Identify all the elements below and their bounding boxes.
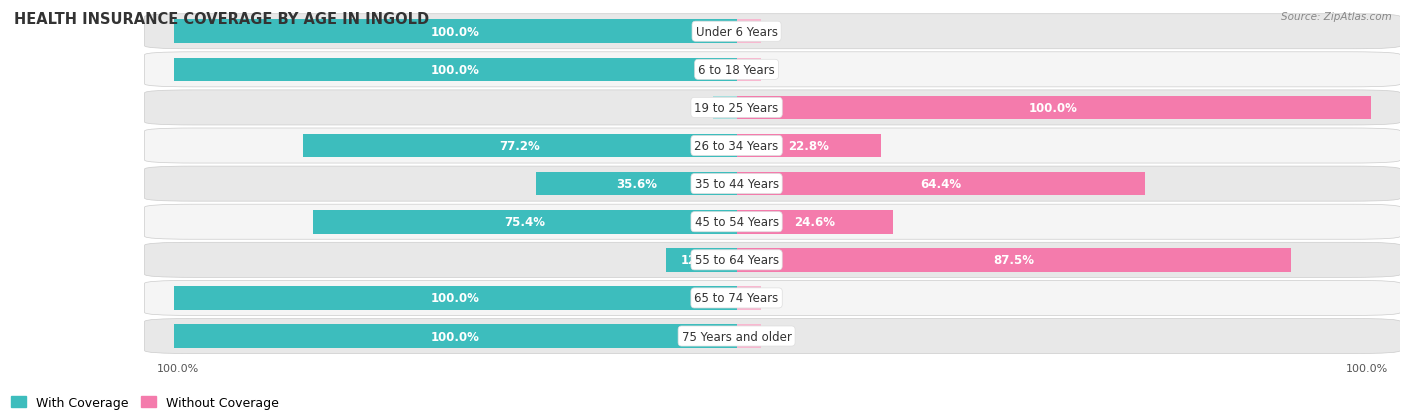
Bar — [302, 134, 737, 158]
FancyBboxPatch shape — [145, 205, 1400, 240]
Text: 100.0%: 100.0% — [1346, 363, 1389, 373]
Bar — [737, 172, 1144, 196]
Bar — [174, 58, 737, 82]
Text: 12.5%: 12.5% — [681, 254, 721, 267]
FancyBboxPatch shape — [145, 319, 1400, 354]
Text: HEALTH INSURANCE COVERAGE BY AGE IN INGOLD: HEALTH INSURANCE COVERAGE BY AGE IN INGO… — [14, 12, 429, 27]
Text: 100.0%: 100.0% — [432, 64, 479, 77]
Bar — [737, 134, 882, 158]
Bar — [737, 248, 1291, 272]
Text: 35 to 44 Years: 35 to 44 Years — [695, 178, 779, 191]
Text: 24.6%: 24.6% — [794, 216, 835, 229]
Bar — [737, 287, 761, 310]
Bar — [737, 96, 1371, 120]
Text: 26 to 34 Years: 26 to 34 Years — [695, 140, 779, 153]
Bar — [174, 20, 737, 44]
FancyBboxPatch shape — [145, 91, 1400, 126]
Text: 45 to 54 Years: 45 to 54 Years — [695, 216, 779, 229]
FancyBboxPatch shape — [145, 15, 1400, 50]
Text: 87.5%: 87.5% — [994, 254, 1035, 267]
Text: Source: ZipAtlas.com: Source: ZipAtlas.com — [1281, 12, 1392, 22]
Bar — [312, 210, 737, 234]
Text: 75.4%: 75.4% — [505, 216, 546, 229]
Bar — [537, 172, 737, 196]
Text: 64.4%: 64.4% — [920, 178, 962, 191]
Text: 35.6%: 35.6% — [616, 178, 657, 191]
Bar — [737, 325, 761, 348]
Text: 100.0%: 100.0% — [156, 363, 198, 373]
Text: 22.8%: 22.8% — [789, 140, 830, 153]
Text: 100.0%: 100.0% — [432, 292, 479, 305]
Bar — [737, 210, 893, 234]
Bar — [174, 287, 737, 310]
Text: 6 to 18 Years: 6 to 18 Years — [699, 64, 775, 77]
Bar — [713, 96, 737, 120]
FancyBboxPatch shape — [145, 167, 1400, 202]
Text: 75 Years and older: 75 Years and older — [682, 330, 792, 343]
FancyBboxPatch shape — [145, 53, 1400, 88]
Text: 100.0%: 100.0% — [1029, 102, 1078, 115]
FancyBboxPatch shape — [145, 243, 1400, 278]
Text: 100.0%: 100.0% — [432, 330, 479, 343]
Text: 77.2%: 77.2% — [499, 140, 540, 153]
Bar — [666, 248, 737, 272]
Text: Under 6 Years: Under 6 Years — [696, 26, 778, 39]
Text: 55 to 64 Years: 55 to 64 Years — [695, 254, 779, 267]
Text: 100.0%: 100.0% — [432, 26, 479, 39]
Bar — [737, 58, 761, 82]
Bar — [737, 20, 761, 44]
Text: 65 to 74 Years: 65 to 74 Years — [695, 292, 779, 305]
Text: 19 to 25 Years: 19 to 25 Years — [695, 102, 779, 115]
FancyBboxPatch shape — [145, 281, 1400, 316]
Bar — [174, 325, 737, 348]
FancyBboxPatch shape — [145, 129, 1400, 164]
Legend: With Coverage, Without Coverage: With Coverage, Without Coverage — [6, 391, 284, 413]
